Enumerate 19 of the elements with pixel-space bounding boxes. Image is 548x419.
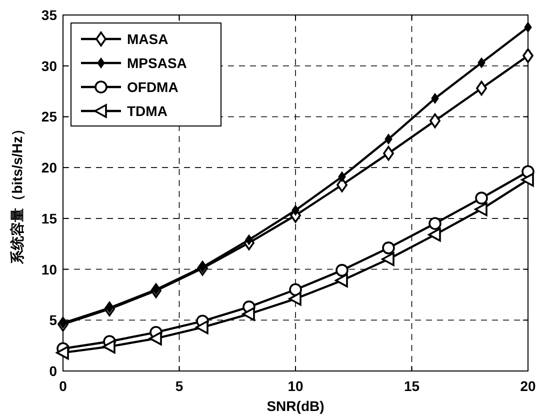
y-axis-title: 系统容量（bits/s/Hz） [9, 122, 25, 265]
x-tick-label: 15 [404, 378, 420, 394]
y-tick-label: 10 [41, 261, 58, 278]
legend-label: MASA [127, 31, 168, 47]
y-tick-label: 0 [49, 363, 58, 379]
y-tick-label: 35 [41, 7, 58, 23]
x-tick-label: 20 [520, 378, 536, 394]
x-tick-label: 0 [59, 378, 68, 394]
legend-label: TDMA [127, 103, 168, 119]
x-axis-title: SNR(dB) [266, 398, 324, 414]
legend-label: MPSASA [127, 55, 187, 71]
y-tick-label: 20 [41, 160, 58, 176]
y-tick-label: 5 [49, 312, 58, 328]
y-tick-label: 15 [41, 210, 58, 226]
x-tick-label: 5 [175, 378, 184, 394]
y-tick-label: 25 [41, 108, 58, 125]
x-tick-label: 10 [288, 378, 304, 394]
y-tick-label: 30 [41, 58, 58, 74]
legend-label: OFDMA [127, 79, 178, 95]
